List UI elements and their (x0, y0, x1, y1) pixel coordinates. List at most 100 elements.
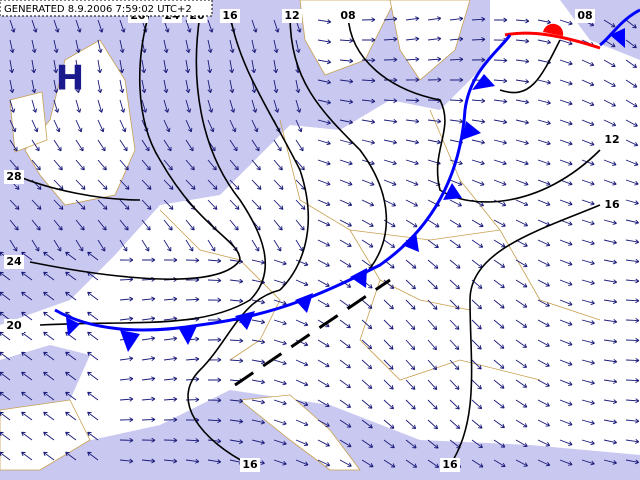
wind-arrow (471, 16, 486, 22)
wind-arrow (295, 279, 309, 287)
wind-arrow (383, 379, 394, 390)
wind-arrow (449, 379, 460, 390)
wind-arrow (9, 79, 15, 94)
wind-arrow (295, 359, 309, 367)
wind-arrow (339, 119, 354, 125)
wind-arrow (471, 179, 485, 186)
wind-arrow (537, 299, 550, 307)
wind-arrow (31, 119, 39, 133)
isobar-label: 16 (440, 458, 460, 472)
wind-arrow (383, 159, 397, 166)
wind-arrow (295, 379, 309, 387)
wind-arrow (493, 78, 508, 84)
wind-arrow (603, 379, 618, 384)
isobar-label: 16 (220, 9, 240, 23)
wind-arrow (603, 219, 617, 225)
wind-arrow (21, 371, 33, 381)
wind-arrow (163, 296, 178, 302)
wind-arrow (339, 78, 354, 84)
wind-arrow (537, 79, 551, 85)
wind-arrow (163, 396, 178, 402)
wind-arrow (119, 417, 134, 423)
wind-arrow (43, 451, 55, 461)
wind-arrow (625, 357, 640, 363)
wind-arrow (229, 159, 239, 171)
isobar-label: 12 (602, 133, 622, 147)
wind-arrow (493, 299, 505, 309)
wind-arrow (31, 39, 37, 54)
wind-arrow (229, 439, 244, 445)
wind-arrow (295, 99, 302, 113)
wind-arrow (317, 399, 330, 407)
wind-arrow (427, 56, 442, 62)
wind-arrow (295, 79, 301, 94)
wind-arrow (625, 179, 639, 186)
label-box (4, 319, 24, 333)
wind-arrow (405, 219, 418, 228)
wind-arrow (141, 257, 156, 263)
label-text: 08 (577, 9, 592, 22)
wind-arrow (515, 379, 528, 388)
wind-arrow (119, 458, 134, 464)
wind-arrow (339, 219, 352, 227)
wind-arrow (405, 16, 420, 22)
wind-arrow (515, 359, 528, 368)
wind-arrow (75, 59, 81, 74)
generated-text: GENERATED 8.9.2006 7:59:02 UTC+2 (4, 4, 192, 15)
wind-arrow (9, 219, 19, 231)
wind-arrow (295, 159, 305, 171)
wind-arrow (141, 458, 156, 464)
wind-arrow (405, 98, 420, 103)
wind-arrow (471, 439, 483, 449)
wind-arrow (405, 379, 416, 390)
wind-arrow (339, 379, 351, 389)
wind-arrow (21, 311, 33, 321)
wind-arrow (559, 119, 573, 126)
wind-arrow (471, 98, 486, 104)
wind-arrow (559, 19, 573, 26)
wind-arrow (317, 159, 331, 166)
wind-arrow (339, 159, 353, 166)
wind-arrow (427, 77, 442, 83)
wind-arrow (9, 119, 17, 133)
wind-arrow (537, 379, 550, 387)
wind-arrow (559, 39, 573, 46)
wind-arrow (559, 99, 573, 106)
wind-arrow (427, 239, 439, 249)
wind-arrow (625, 119, 638, 127)
wind-arrow (273, 19, 280, 33)
wind-arrow (361, 139, 375, 145)
wind-arrow (581, 279, 595, 286)
wind-arrow (207, 179, 218, 190)
wind-arrow (119, 376, 134, 382)
wind-arrow (471, 379, 482, 390)
wind-arrow (625, 239, 640, 245)
wind-arrow (537, 459, 551, 467)
wind-arrow (427, 359, 438, 371)
wind-arrow (163, 239, 172, 252)
wind-arrow (339, 319, 351, 329)
wind-arrow (163, 79, 169, 94)
wind-arrow (119, 316, 134, 322)
wind-arrow (87, 351, 99, 361)
wind-arrow (141, 219, 151, 231)
wind-arrow (75, 159, 85, 171)
wind-arrow (383, 339, 394, 350)
wind-arrow (163, 458, 178, 464)
wind-arrow (427, 419, 439, 430)
wind-arrow (449, 419, 461, 430)
wind-arrow (0, 391, 11, 401)
wind-arrow (207, 99, 214, 113)
wind-arrow (0, 271, 11, 281)
cold-front (54, 8, 640, 352)
wind-arrow (625, 439, 640, 444)
wind-arrow (361, 119, 376, 125)
wind-arrow (97, 179, 108, 190)
wind-arrow (493, 319, 505, 329)
wind-arrow (9, 19, 16, 33)
wind-arrow (141, 59, 147, 74)
wind-arrow (515, 58, 530, 64)
wind-arrow (163, 99, 170, 113)
wind-arrow (119, 119, 127, 133)
wind-arrow (185, 458, 200, 464)
